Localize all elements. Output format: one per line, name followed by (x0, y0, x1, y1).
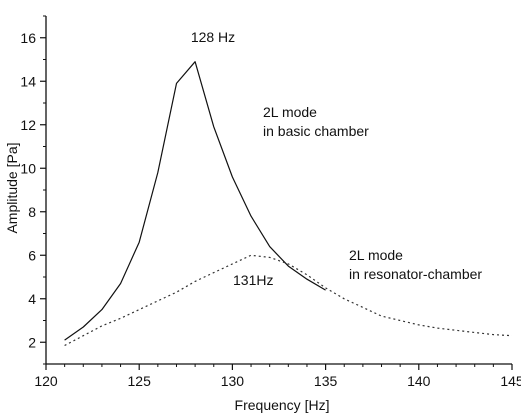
annotation-peak-128: 128 Hz (191, 29, 235, 45)
y-tick-label: 6 (28, 247, 36, 263)
y-tick-label: 10 (20, 160, 36, 176)
annotation-mode-res-line2: in resonator-chamber (349, 266, 482, 282)
y-tick-label: 12 (20, 117, 36, 133)
ticks: 120 125 130 135 140 145 2 4 6 8 10 12 14 16 (20, 15, 521, 389)
annotation-mode-basic-line2: in basic chamber (263, 123, 369, 139)
series-group (64, 61, 513, 347)
annotation-peak-131: 131Hz (233, 272, 273, 288)
x-tick-label: 145 (500, 373, 521, 389)
y-tick-label: 4 (28, 291, 36, 307)
x-tick-label: 120 (34, 373, 58, 389)
y-tick-label: 16 (20, 30, 36, 46)
y-tick-label: 8 (28, 204, 36, 220)
axes (45, 16, 512, 365)
x-tick-label: 125 (128, 373, 152, 389)
y-tick-label: 14 (20, 73, 36, 89)
y-axis-title: Amplitude [Pa] (4, 142, 20, 233)
annotations: 128 Hz 2L mode in basic chamber 131Hz 2L… (191, 29, 483, 288)
annotation-mode-res-line1: 2L mode (349, 247, 403, 263)
x-axis-title: Frequency [Hz] (235, 397, 330, 413)
x-tick-label: 130 (221, 373, 245, 389)
series-line-1 (64, 61, 326, 341)
x-tick-label: 135 (314, 373, 338, 389)
y-tick-label: 2 (28, 334, 36, 350)
annotation-mode-basic-line1: 2L mode (263, 104, 317, 120)
series-line-2 (64, 254, 513, 347)
x-tick-label: 140 (407, 373, 431, 389)
